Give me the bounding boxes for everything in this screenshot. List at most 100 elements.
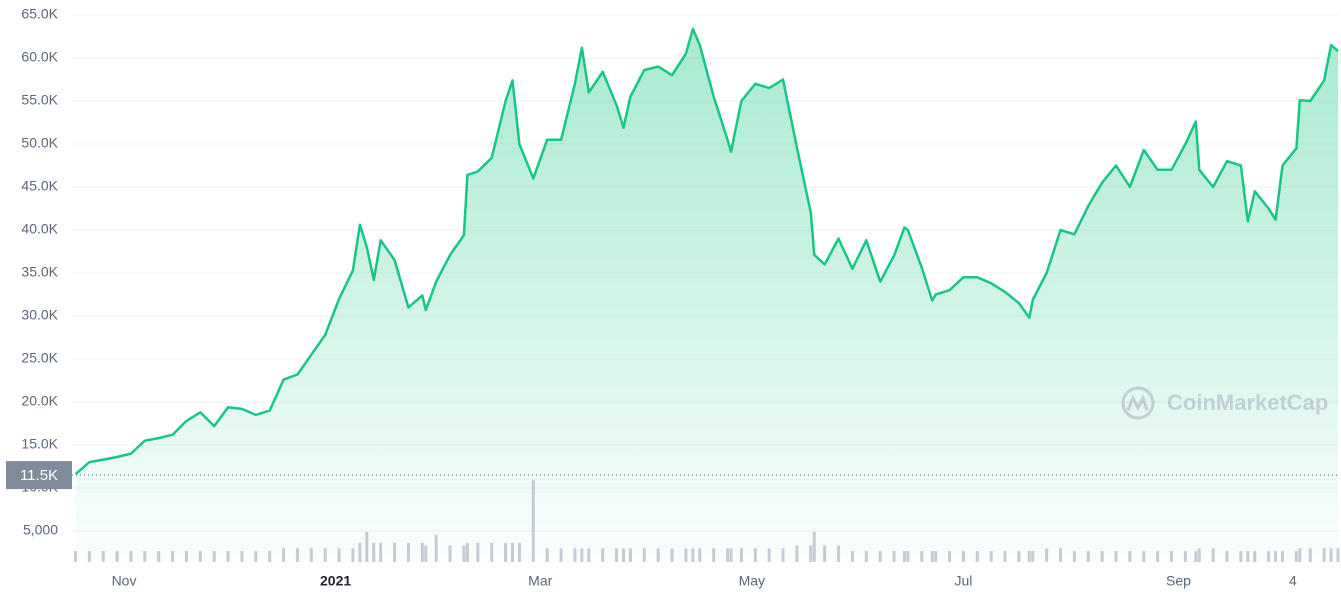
watermark-logo xyxy=(1121,386,1155,420)
volume-bar xyxy=(157,551,161,562)
label-layer: 5,00010.0K15.0K20.0K25.0K30.0K35.0K40.0K… xyxy=(21,6,1297,589)
volume-bar xyxy=(462,545,466,562)
volume-bar xyxy=(129,551,133,562)
volume-bar xyxy=(268,551,272,562)
volume-bar xyxy=(212,551,216,562)
volume-bar xyxy=(184,551,188,562)
volume-bar xyxy=(1322,548,1326,562)
y-tick-label: 55.0K xyxy=(21,92,58,108)
volume-bar xyxy=(323,548,327,562)
volume-bar xyxy=(358,542,362,562)
volume-bar xyxy=(726,548,730,562)
volume-bar xyxy=(1274,551,1278,562)
volume-bar xyxy=(434,534,438,562)
volume-bar xyxy=(1329,548,1333,562)
volume-layer xyxy=(73,479,1340,562)
volume-bar xyxy=(906,551,910,562)
volume-bar xyxy=(424,545,428,562)
volume-bar xyxy=(712,548,716,562)
volume-bar xyxy=(580,548,584,562)
volume-bar xyxy=(510,542,514,562)
volume-bar xyxy=(615,548,619,562)
volume-bar xyxy=(1003,551,1007,562)
volume-bar xyxy=(1128,551,1132,562)
volume-bar xyxy=(850,551,854,562)
volume-bar xyxy=(1225,551,1229,562)
volume-bar xyxy=(73,551,77,562)
volume-bar xyxy=(1194,551,1198,562)
volume-bar xyxy=(1246,551,1250,562)
volume-bar xyxy=(1100,551,1104,562)
x-tick-label: Sep xyxy=(1166,573,1191,589)
volume-bar xyxy=(1170,551,1174,562)
area-layer xyxy=(75,28,1338,563)
volume-bar xyxy=(351,548,355,562)
volume-bar xyxy=(1281,551,1285,562)
volume-bar xyxy=(517,542,521,562)
x-tick-label: Nov xyxy=(112,573,137,589)
volume-bar xyxy=(1031,551,1035,562)
y-tick-label: 30.0K xyxy=(21,307,58,323)
line-layer xyxy=(74,27,1339,476)
volume-bar xyxy=(559,548,563,562)
volume-bar xyxy=(1017,551,1021,562)
watermark: CoinMarketCap xyxy=(1121,386,1328,420)
volume-bar xyxy=(961,551,965,562)
volume-bar xyxy=(1183,551,1187,562)
volume-bar xyxy=(101,551,105,562)
volume-bar xyxy=(448,545,452,562)
volume-bar xyxy=(490,542,494,562)
y-tick-label: 35.0K xyxy=(21,264,58,280)
volume-bar xyxy=(282,548,286,562)
badge-layer: 11.5K xyxy=(6,461,1338,490)
volume-bar xyxy=(1156,551,1160,562)
y-tick-label: 40.0K xyxy=(21,221,58,237)
volume-bar xyxy=(1197,548,1201,562)
y-tick-label: 25.0K xyxy=(21,350,58,366)
price-line xyxy=(74,27,1339,476)
volume-bar xyxy=(1027,551,1031,562)
volume-bar xyxy=(753,548,757,562)
volume-bar xyxy=(628,548,632,562)
volume-bar xyxy=(1308,548,1312,562)
watermark-logo-mark xyxy=(1126,394,1149,412)
x-tick-label: 4 xyxy=(1289,573,1297,589)
x-tick-label: Jul xyxy=(954,573,972,589)
volume-bar xyxy=(948,551,952,562)
volume-bar xyxy=(621,548,625,562)
volume-bar xyxy=(837,545,841,562)
volume-bar xyxy=(795,545,799,562)
volume-bar xyxy=(920,551,924,562)
y-tick-label: 60.0K xyxy=(21,49,58,65)
volume-bar xyxy=(698,548,702,562)
volume-bar xyxy=(465,542,469,562)
volume-bar xyxy=(601,548,605,562)
volume-bar xyxy=(739,548,743,562)
volume-bar xyxy=(143,551,147,562)
volume-bar xyxy=(295,548,299,562)
volume-bar xyxy=(1294,551,1298,562)
volume-bar xyxy=(254,551,258,562)
volume-bar xyxy=(864,551,868,562)
volume-bar xyxy=(1336,548,1340,562)
volume-bar xyxy=(504,542,508,562)
volume-bar xyxy=(1114,551,1118,562)
annotation-label: 11.5K xyxy=(20,467,58,484)
volume-bar xyxy=(729,548,733,562)
volume-bar xyxy=(670,548,674,562)
volume-bar xyxy=(1059,548,1063,562)
volume-bar xyxy=(1298,548,1302,562)
volume-bar xyxy=(545,548,549,562)
volume-bar xyxy=(1045,548,1049,562)
volume-bar xyxy=(393,542,397,562)
volume-bar xyxy=(87,551,91,562)
volume-bar xyxy=(115,551,119,562)
volume-bar xyxy=(930,551,934,562)
volume-bar xyxy=(1072,551,1076,562)
volume-bar xyxy=(812,531,816,562)
volume-bar xyxy=(372,542,376,562)
volume-bar xyxy=(1142,551,1146,562)
volume-bar xyxy=(975,551,979,562)
